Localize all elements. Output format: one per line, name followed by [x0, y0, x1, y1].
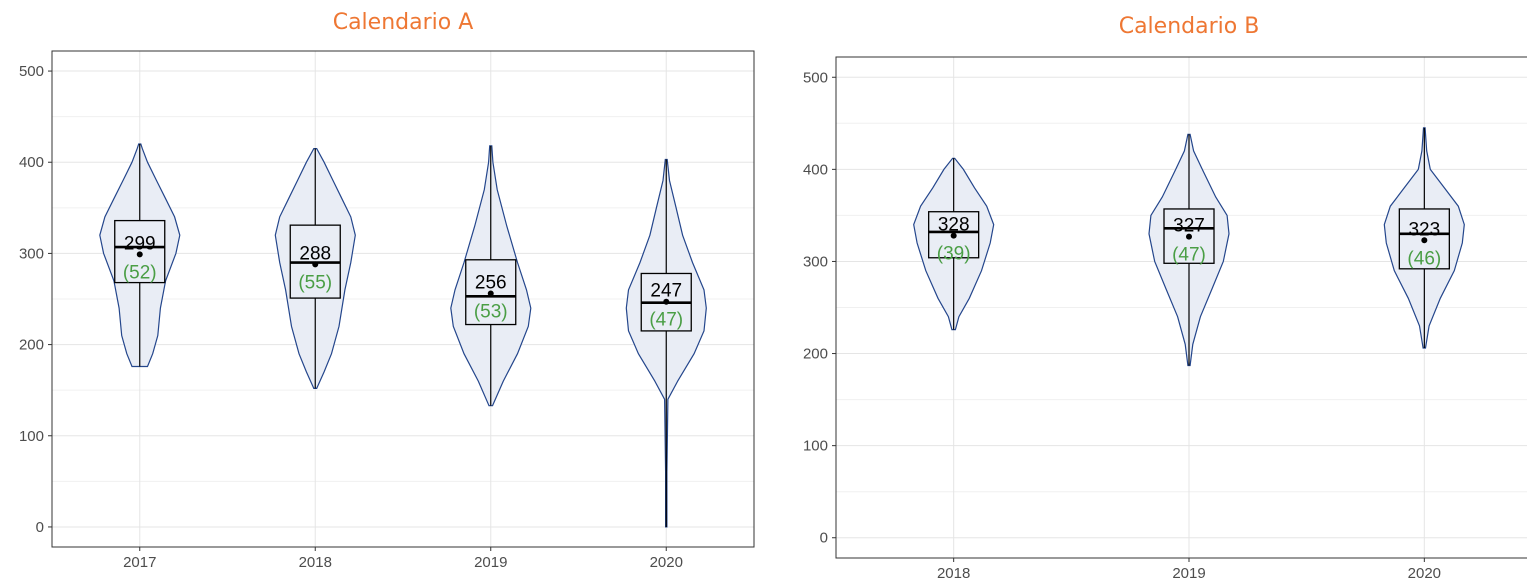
box-b-2018 [928, 211, 980, 259]
mean-label-b-2020: 323 [1408, 219, 1440, 240]
plot-border-b [835, 56, 1527, 559]
y-tick-label-b: 0 [820, 530, 828, 547]
mean-point-a-2017 [136, 251, 143, 258]
y-tick-label-a: 300 [19, 245, 44, 262]
y-tick-label-a: 0 [36, 519, 44, 536]
mean-label-b-2018: 328 [938, 215, 970, 236]
mean-point-b-2019 [1186, 233, 1192, 240]
sd-label-b-2020: (46) [1407, 248, 1441, 269]
sd-label-b-2019: (47) [1172, 245, 1206, 266]
y-tick-label-b: 400 [803, 161, 828, 178]
sd-label-a-2018: (55) [298, 272, 332, 293]
mean-label-a-2018: 288 [299, 243, 331, 264]
mean-point-b-2018 [950, 232, 957, 239]
mean-point-b-2020 [1421, 237, 1428, 244]
x-tick-label-b: 2018 [937, 565, 970, 578]
box-b-2019 [1163, 208, 1215, 264]
y-tick-label-b: 300 [803, 253, 828, 270]
mean-label-a-2020: 247 [650, 281, 682, 302]
mean-label-a-2017: 299 [124, 233, 156, 254]
y-tick-label-a: 400 [19, 154, 44, 171]
mean-point-a-2020 [663, 298, 670, 305]
x-tick-label-a: 2020 [650, 554, 683, 571]
y-tick-label-b: 500 [803, 69, 828, 86]
mean-point-a-2018 [312, 261, 319, 268]
sd-label-b-2018: (39) [937, 244, 971, 265]
panel-title-a: Calendario A [332, 10, 474, 35]
mean-label-a-2019: 256 [475, 273, 507, 294]
mean-point-a-2019 [487, 290, 494, 297]
x-tick-label-a: 2017 [123, 554, 156, 571]
sd-label-a-2020: (47) [649, 310, 683, 331]
sd-label-a-2017: (52) [123, 262, 157, 283]
x-tick-label-b: 2020 [1408, 565, 1441, 578]
sd-label-a-2019: (53) [474, 302, 508, 323]
y-tick-label-b: 100 [803, 438, 828, 455]
x-tick-label-b: 2019 [1172, 565, 1205, 578]
x-tick-label-a: 2019 [474, 554, 507, 571]
y-tick-label-a: 500 [19, 63, 44, 80]
y-tick-label-b: 200 [803, 346, 828, 363]
y-tick-label-a: 200 [19, 337, 44, 354]
y-tick-label-a: 100 [19, 428, 44, 445]
panel-title-b: Calendario B [1118, 14, 1260, 39]
plot-border-a [51, 50, 755, 548]
x-tick-label-a: 2018 [299, 554, 332, 571]
mean-label-b-2019: 327 [1173, 216, 1205, 237]
